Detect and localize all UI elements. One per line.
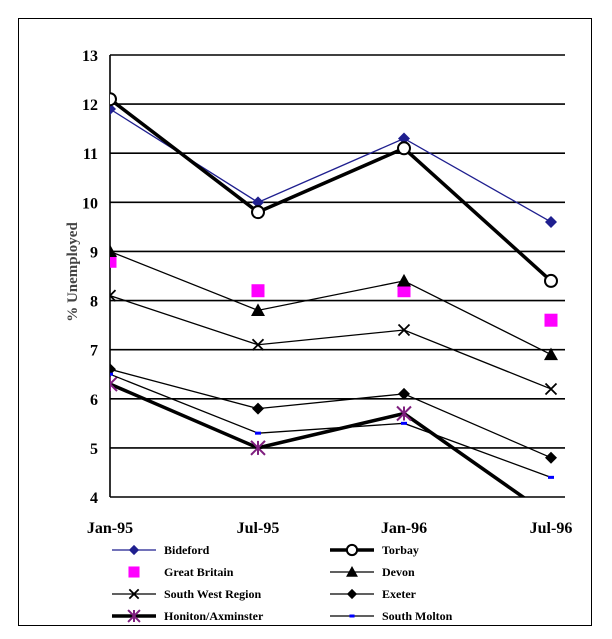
legend-label: South West Region <box>164 587 261 601</box>
legend-item-torbay: Torbay <box>330 543 419 557</box>
data-point-exeter <box>398 387 410 400</box>
data-point-devon <box>544 347 558 361</box>
series-torbay <box>110 92 558 288</box>
y-axis-label: % Unemployed <box>65 222 81 322</box>
y-tick-label: 9 <box>90 244 98 261</box>
data-point-south-west-region <box>251 338 265 351</box>
data-point-bideford <box>398 132 410 145</box>
y-tick-label: 11 <box>83 146 98 163</box>
data-point-south-west-region <box>397 323 411 337</box>
legend-label: South Molton <box>382 609 453 623</box>
grid-lines <box>110 54 565 498</box>
legend-item-south-molton: South Molton <box>330 609 453 623</box>
legend-marker <box>128 588 140 600</box>
data-point-great-britain <box>251 284 265 298</box>
series-line-exeter <box>110 368 552 459</box>
legend-marker <box>346 566 358 577</box>
data-point-south-west-region <box>110 289 117 302</box>
legend-item-devon: Devon <box>330 565 415 579</box>
tick-labels: 4 5 6 7 8 9 10 11 12 13 Jan-95 Jul-95 Jan-96 Jul-96 <box>82 48 572 537</box>
series-exeter <box>110 363 557 464</box>
data-point-torbay <box>397 141 411 156</box>
legend-item-bideford: Bideford <box>112 543 210 557</box>
data-point-exeter <box>110 363 116 376</box>
legend: Bideford Torbay Great Britain Devon South We… <box>112 543 453 623</box>
data-point-devon <box>251 303 265 316</box>
y-tick-label: 5 <box>90 441 98 458</box>
legend-item-great-britain: Great Britain <box>128 565 234 579</box>
data-point-south-molton <box>548 475 554 479</box>
data-point-great-britain <box>110 254 117 268</box>
y-tick-label: 13 <box>82 48 98 65</box>
series-south-molton <box>110 372 554 479</box>
series-bideford <box>110 103 557 228</box>
data-point-honiton-axminster <box>250 440 266 456</box>
legend-marker <box>345 543 359 557</box>
y-tick-label: 8 <box>90 294 98 311</box>
series-south-west-region <box>110 289 558 396</box>
data-point-devon <box>110 244 117 258</box>
y-tick-label: 10 <box>82 195 98 212</box>
series-line-bideford <box>110 108 552 223</box>
data-point-devon <box>397 273 411 287</box>
series-great-britain <box>110 254 558 327</box>
legend-item-honiton-axminster: Honiton/Axminster <box>112 609 264 623</box>
data-point-exeter <box>545 451 557 464</box>
series-devon <box>110 244 558 361</box>
data-point-great-britain <box>544 313 558 327</box>
series-layer <box>110 92 558 497</box>
legend-marker <box>128 544 140 556</box>
data-point-bideford <box>545 215 557 228</box>
data-point-torbay <box>110 92 117 107</box>
data-point-honiton-axminster <box>110 376 118 392</box>
y-tick-label: 6 <box>90 392 98 409</box>
chart-frame <box>18 18 592 626</box>
data-point-south-west-region <box>544 382 558 396</box>
legend-marker <box>127 609 141 623</box>
data-point-honiton-axminster <box>396 405 412 422</box>
x-tick-label: Jul-96 <box>530 520 573 537</box>
series-line-south-west-region <box>110 295 552 390</box>
legend-label: Bideford <box>164 543 210 557</box>
data-point-great-britain <box>397 284 411 298</box>
legend-marker <box>349 614 355 618</box>
legend-marker <box>346 588 358 600</box>
x-tick-label: Jan-96 <box>381 520 427 537</box>
data-point-exeter <box>252 402 264 415</box>
series-line-torbay <box>110 97 553 283</box>
series-line-honiton-axminster <box>110 382 527 497</box>
legend-item-south-west-region: South West Region <box>112 587 261 601</box>
legend-marker <box>128 566 140 578</box>
series-line-devon <box>110 250 552 356</box>
x-tick-label: Jul-95 <box>237 520 280 537</box>
data-point-south-molton <box>401 421 407 425</box>
legend-label: Devon <box>382 565 415 579</box>
legend-label: Torbay <box>382 543 419 557</box>
data-point-south-molton <box>255 431 261 435</box>
legend-label: Great Britain <box>164 565 234 579</box>
y-tick-label: 12 <box>82 97 98 114</box>
data-point-south-molton <box>110 372 113 376</box>
series-line-south-molton <box>110 373 552 478</box>
data-point-torbay <box>544 273 558 288</box>
legend-label: Exeter <box>382 587 417 601</box>
legend-label: Honiton/Axminster <box>164 609 264 623</box>
data-point-bideford <box>252 196 264 209</box>
y-tick-label: 4 <box>90 490 98 507</box>
x-tick-label: Jan-95 <box>87 520 133 537</box>
data-point-torbay <box>251 205 265 220</box>
series-honiton-axminster <box>110 376 527 497</box>
y-tick-label: 7 <box>90 343 98 360</box>
legend-item-exeter: Exeter <box>330 587 417 601</box>
